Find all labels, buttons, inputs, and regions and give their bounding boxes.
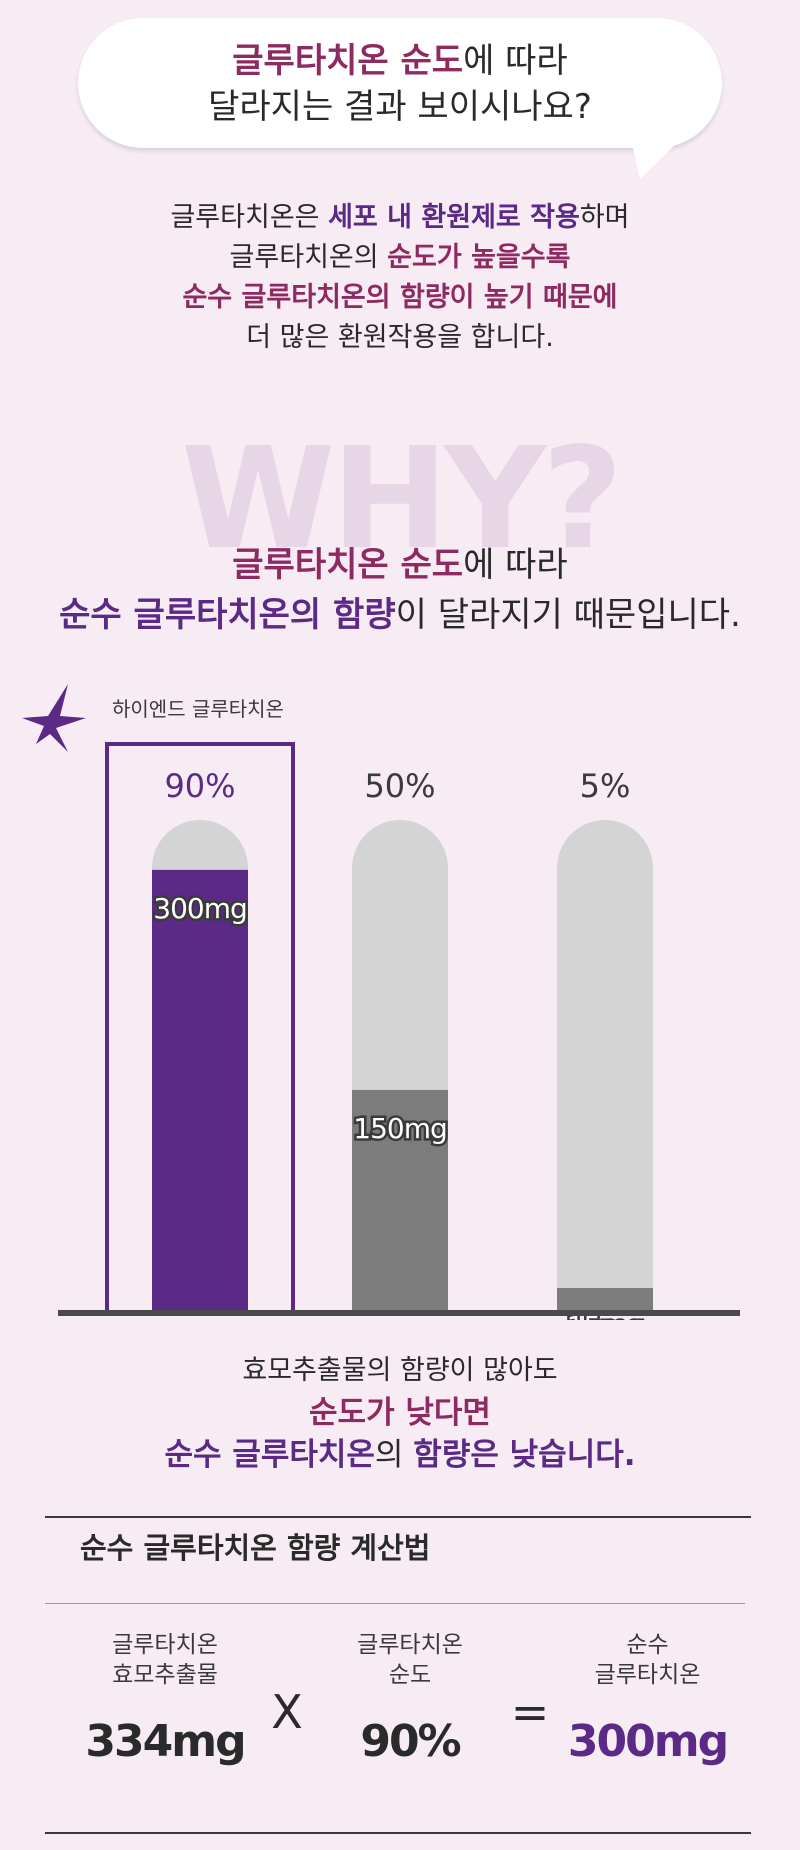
note-line1: 효모추출물의 함량이 많아도 <box>242 1355 558 1386</box>
bar <box>152 869 248 1310</box>
note-line2: 순도가 낮다면 <box>309 1395 491 1431</box>
calc-title: 순수 글루타치온 함량 계산법 <box>80 1531 431 1565</box>
calc-bottom-divider <box>45 1832 751 1834</box>
category-label: 90% <box>164 767 235 805</box>
highlight-caption: 하이엔드 글루타치온 <box>112 697 284 721</box>
para-line1c: 하며 <box>579 202 630 233</box>
bubble-line1-rest: 에 따라 <box>463 41 568 81</box>
star-icon <box>22 684 86 752</box>
data-label: 300mg <box>153 892 247 925</box>
calc-result-block: 순수 글루타치온 300mg <box>565 1630 730 1767</box>
calc-top-divider <box>45 1516 751 1518</box>
note-line3a: 순수 글루타치온 <box>164 1437 375 1473</box>
note-line3b: 의 <box>374 1437 414 1473</box>
calc-result-label2: 글루타치온 <box>594 1662 701 1688</box>
bar <box>352 1089 448 1310</box>
calc-extract-label1: 글루타치온 <box>112 1632 218 1658</box>
para-line4: 더 많은 환원작용을 합니다. <box>246 322 554 353</box>
why-line1b: 에 따라 <box>463 545 568 585</box>
para-line3: 순수 글루타치온의 함량이 높기 때문에 <box>182 282 618 313</box>
why-explanation: 글루타치온 순도에 따라 순수 글루타치온의 함량이 달라지기 때문입니다. <box>0 540 800 640</box>
note-line3c: 함량은 낮습니다. <box>413 1437 636 1473</box>
why-line1a: 글루타치온 순도 <box>232 545 464 585</box>
category-label: 50% <box>364 767 435 805</box>
bubble-text: 글루타치온 순도에 따라 달라지는 결과 보이시나요? <box>78 38 722 130</box>
category-label: 5% <box>580 767 631 805</box>
calc-purity-label1: 글루타치온 <box>357 1632 463 1658</box>
bar-track <box>557 820 653 1310</box>
chart-baseline <box>58 1310 740 1316</box>
calc-result-label1: 순수 <box>626 1632 669 1658</box>
para-line2a: 글루타치온의 <box>229 242 388 273</box>
speech-bubble: 글루타치온 순도에 따라 달라지는 결과 보이시나요? <box>78 18 722 148</box>
why-line2b: 이 달라지기 때문입니다. <box>395 595 741 635</box>
multiply-operator: X <box>271 1685 303 1739</box>
calc-purity-value: 90% <box>360 1716 461 1767</box>
bubble-tail <box>630 135 685 179</box>
bubble-highlight: 글루타치온 순도 <box>232 41 464 81</box>
note-text: 효모추출물의 함량이 많아도 순도가 낮다면 순수 글루타치온의 함량은 낮습니… <box>0 1350 800 1476</box>
para-line1a: 글루타치온은 <box>170 202 329 233</box>
bar <box>557 1287 653 1310</box>
calc-title-divider <box>45 1603 745 1604</box>
calc-purity-label2: 순도 <box>388 1662 432 1688</box>
calc-purity-block: 글루타치온 순도 90% <box>335 1630 485 1767</box>
calc-extract-label2: 효모추출물 <box>112 1662 218 1688</box>
para-line1b: 세포 내 환원제로 작용 <box>328 202 580 233</box>
calc-extract-block: 글루타치온 효모추출물 334mg <box>85 1630 246 1767</box>
why-background-word: WHY? <box>180 418 623 581</box>
why-line2a: 순수 글루타치온의 함량 <box>59 595 396 635</box>
equals-operator: = <box>510 1685 550 1739</box>
para-line2b: 순도가 높을수록 <box>387 242 571 273</box>
calc-result-value: 300mg <box>567 1716 729 1767</box>
calc-extract-value: 334mg <box>85 1716 246 1767</box>
bubble-line2: 달라지는 결과 보이시나요? <box>208 87 592 127</box>
explanation-paragraph: 글루타치온은 세포 내 환원제로 작용하며 글루타치온의 순도가 높을수록 순수… <box>0 198 800 358</box>
data-label: 150mg <box>353 1112 447 1145</box>
